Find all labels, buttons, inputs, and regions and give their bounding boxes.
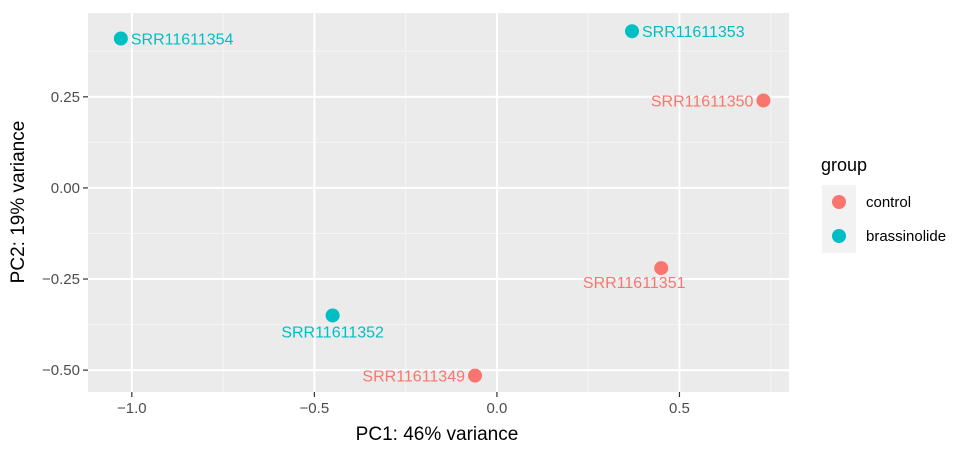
legend-entry-label: brassinolide <box>866 228 946 245</box>
y-tick-label: −0.25 <box>42 271 80 288</box>
x-tick-label: 0.0 <box>486 400 507 417</box>
point-label: SRR11611354 <box>131 32 234 49</box>
data-point <box>625 24 640 39</box>
y-axis-label: PC2: 19% variance <box>8 121 29 284</box>
data-point <box>325 308 340 323</box>
x-tick-label: −1.0 <box>117 400 147 417</box>
x-tick-label: −0.5 <box>300 400 330 417</box>
data-point <box>113 31 128 46</box>
legend-marker <box>832 229 846 243</box>
x-axis: −1.0 −0.5 0.0 0.5 <box>117 392 690 417</box>
legend-title: group <box>821 155 867 175</box>
y-tick-label: 0.00 <box>51 180 80 197</box>
data-point <box>654 261 669 276</box>
data-points <box>113 24 771 383</box>
major-gridlines <box>88 13 789 392</box>
x-tick-label: 0.5 <box>669 400 690 417</box>
y-tick-label: 0.25 <box>51 89 80 106</box>
y-axis: −0.50 −0.25 0.00 0.25 <box>42 89 88 379</box>
legend: group control brassinolide <box>821 155 946 253</box>
data-point <box>468 368 483 383</box>
legend-entry-label: control <box>866 194 911 211</box>
point-label: SRR11611351 <box>583 275 686 292</box>
y-tick-label: −0.50 <box>42 362 80 379</box>
point-label: SRR11611349 <box>362 369 465 386</box>
data-point <box>756 93 771 108</box>
x-axis-label: PC1: 46% variance <box>356 424 519 445</box>
point-label: SRR11611350 <box>651 93 754 110</box>
legend-marker <box>832 195 846 209</box>
point-label: SRR11611353 <box>642 24 745 41</box>
point-labels: SRR11611354 SRR11611353 SRR11611350 SRR1161… <box>131 24 754 385</box>
point-label: SRR11611352 <box>281 324 384 341</box>
minor-gridlines <box>88 13 789 392</box>
panel-background <box>88 13 789 392</box>
